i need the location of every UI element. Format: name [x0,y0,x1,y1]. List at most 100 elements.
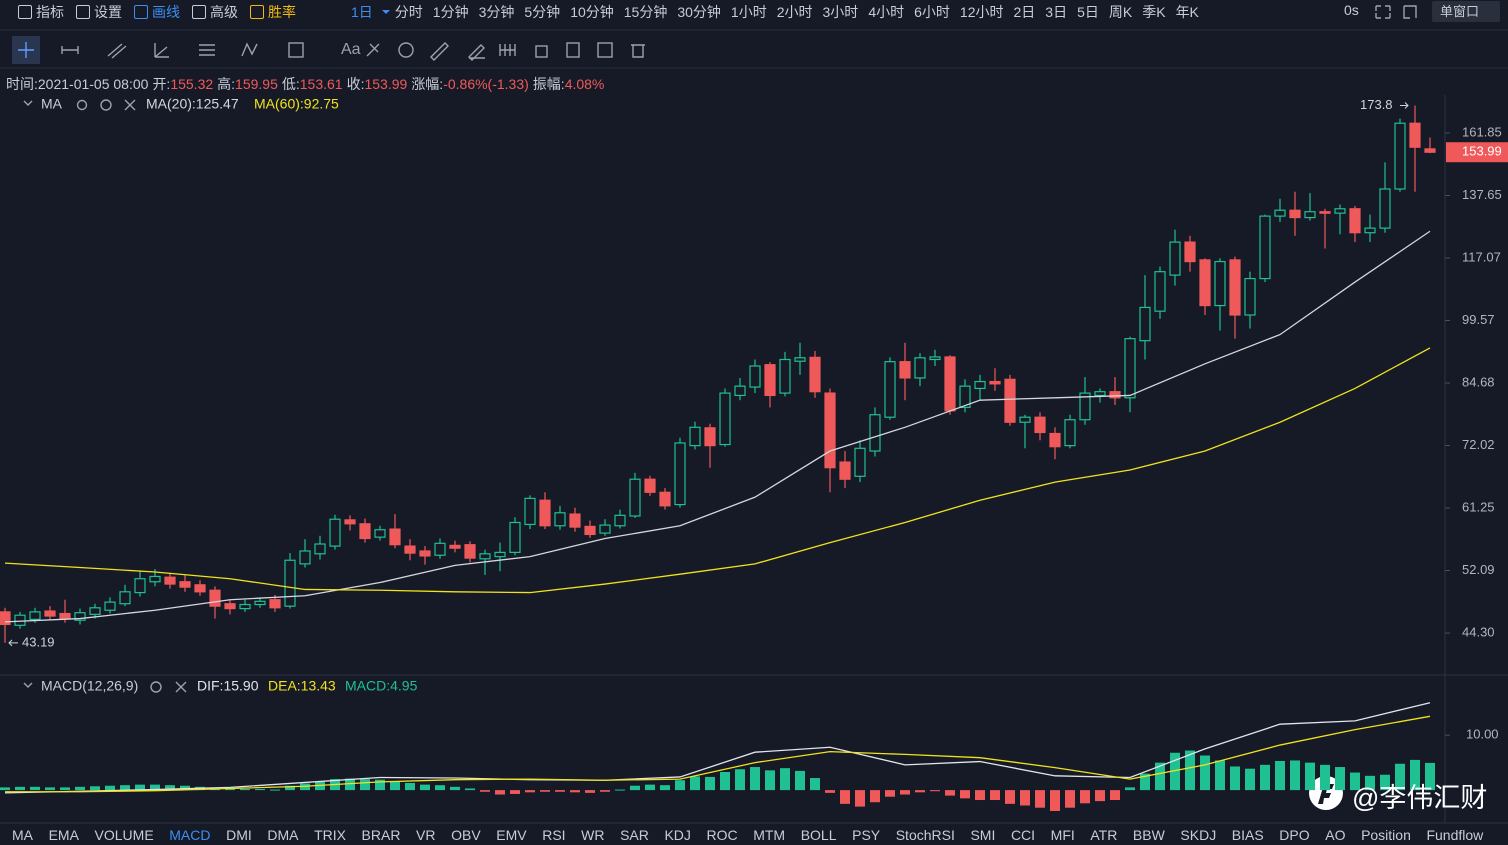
candle-body [569,513,581,528]
collapse-icon[interactable] [23,100,33,688]
indicator-tab[interactable]: RSI [542,827,566,843]
indicator-tab[interactable]: ROC [706,827,738,843]
interval[interactable]: 周K [1108,4,1133,20]
settings-icon[interactable] [100,99,112,111]
hide-tool[interactable] [566,42,580,58]
indicator-tab[interactable]: DMA [267,827,299,843]
text-tool[interactable]: Aa [341,41,361,58]
interval[interactable]: 15分钟 [623,4,668,20]
close-icon[interactable] [124,99,136,111]
indicator-tab[interactable]: TRIX [314,827,346,843]
indicator-tab[interactable]: BOLL [800,827,837,843]
interval[interactable]: 4小时 [868,4,905,20]
interval[interactable]: 5分钟 [524,4,561,20]
wave-tool[interactable] [241,42,258,57]
macd-bar [630,785,640,791]
pen-tool[interactable] [468,44,485,61]
indicator-tab[interactable]: DMI [226,827,252,843]
fullscreen-icon[interactable] [1375,5,1391,19]
indicator-tab[interactable]: VR [416,827,436,843]
rect-tool[interactable] [288,42,304,58]
interval[interactable]: 1日 [351,4,373,20]
macd-bar [1290,760,1300,791]
indicator-tab[interactable]: MACD [169,827,211,843]
candle-body [1049,432,1061,448]
interval[interactable]: 6小时 [914,4,950,20]
indicator-tab[interactable]: Fundflow [1426,827,1484,843]
macd-bar [570,790,580,793]
candle-body [1289,209,1301,219]
interval[interactable]: 2小时 [776,4,813,20]
shape-tool[interactable] [398,42,414,58]
menu-item[interactable]: 高级 [192,2,238,22]
delete-tool[interactable] [631,44,645,58]
macd-bar [225,789,235,791]
menu-item[interactable]: 设置 [76,2,122,22]
brush-tool[interactable] [366,43,380,57]
interval[interactable]: 年K [1175,4,1199,20]
macd-bar [720,771,730,791]
indicator-tab[interactable]: WR [581,827,605,843]
indicator-tab[interactable]: ATR [1090,827,1118,843]
fib-tool[interactable] [199,44,215,56]
dropdown-icon[interactable] [382,10,390,14]
indicator-tab[interactable]: OBV [451,827,481,843]
indicator-tab[interactable]: MTM [753,827,786,843]
indicator-tab[interactable]: SKDJ [1180,827,1217,843]
indicator-tab[interactable]: Position [1361,827,1411,843]
indicator-tab[interactable]: SMI [970,827,996,843]
menu-item[interactable]: 指标 [18,2,64,22]
settings-icon[interactable] [150,681,162,693]
interval[interactable]: 3日 [1045,4,1068,20]
candle-body [89,607,101,615]
candle-body [224,603,236,610]
indicator-tab[interactable]: SAR [620,827,649,843]
drawing-tools[interactable] [12,5,1417,693]
line [4,347,1431,594]
measure-tool[interactable] [61,46,79,54]
template-tool[interactable] [597,42,613,58]
indicator-tab[interactable]: CCI [1010,827,1036,843]
candle-body [884,361,896,418]
indicator-tab[interactable]: KDJ [664,827,691,843]
interval[interactable]: 2日 [1013,4,1036,20]
lock-tool[interactable] [535,45,548,58]
indicator-tab[interactable]: StochRSI [895,827,955,843]
interval[interactable]: 3小时 [822,4,859,20]
popout-icon[interactable] [1403,5,1417,19]
interval[interactable]: 分时 [394,4,423,20]
interval[interactable]: 5日 [1077,4,1099,20]
indicator-tab[interactable]: BRAR [361,827,401,843]
indicator-tab[interactable]: EMV [496,827,527,843]
candle-body [494,551,506,558]
interval[interactable]: 30分钟 [677,4,721,20]
indicator-tab[interactable]: EMA [48,827,79,843]
menu-item[interactable]: 胜率 [250,2,296,22]
interval[interactable]: 12小时 [959,4,1004,20]
interval[interactable]: 3分钟 [478,4,515,20]
indicator-tab[interactable]: MFI [1050,827,1075,843]
angle-tool[interactable] [154,43,169,58]
window-button[interactable]: 单窗口 [1432,1,1500,22]
indicator-tab[interactable]: BBW [1132,827,1165,843]
interval[interactable]: 季K [1142,4,1166,20]
indicator-tab[interactable]: VOLUME [94,827,154,843]
parallel-tool[interactable] [107,43,127,59]
indicator-tab[interactable]: BIAS [1231,827,1264,843]
interval[interactable]: 1小时 [730,4,767,20]
menu-item[interactable]: 画线 [134,2,180,22]
crosshair-tool[interactable] [18,42,34,58]
interval[interactable]: 1分钟 [432,4,469,20]
ruler-tool[interactable] [430,42,449,61]
interval[interactable]: 10分钟 [570,4,614,20]
indicator-tab[interactable]: PSY [852,827,881,843]
indicator-tab[interactable]: AO [1325,827,1346,843]
close-icon[interactable] [175,681,187,693]
menu-icon [18,5,32,19]
magnet-tool[interactable] [499,44,516,56]
menu-label: 高级 [210,4,238,20]
eye-icon[interactable] [76,99,88,111]
macd-bar [1065,790,1075,808]
indicator-tab[interactable]: DPO [1279,827,1310,843]
indicator-tab[interactable]: MA [12,827,33,843]
